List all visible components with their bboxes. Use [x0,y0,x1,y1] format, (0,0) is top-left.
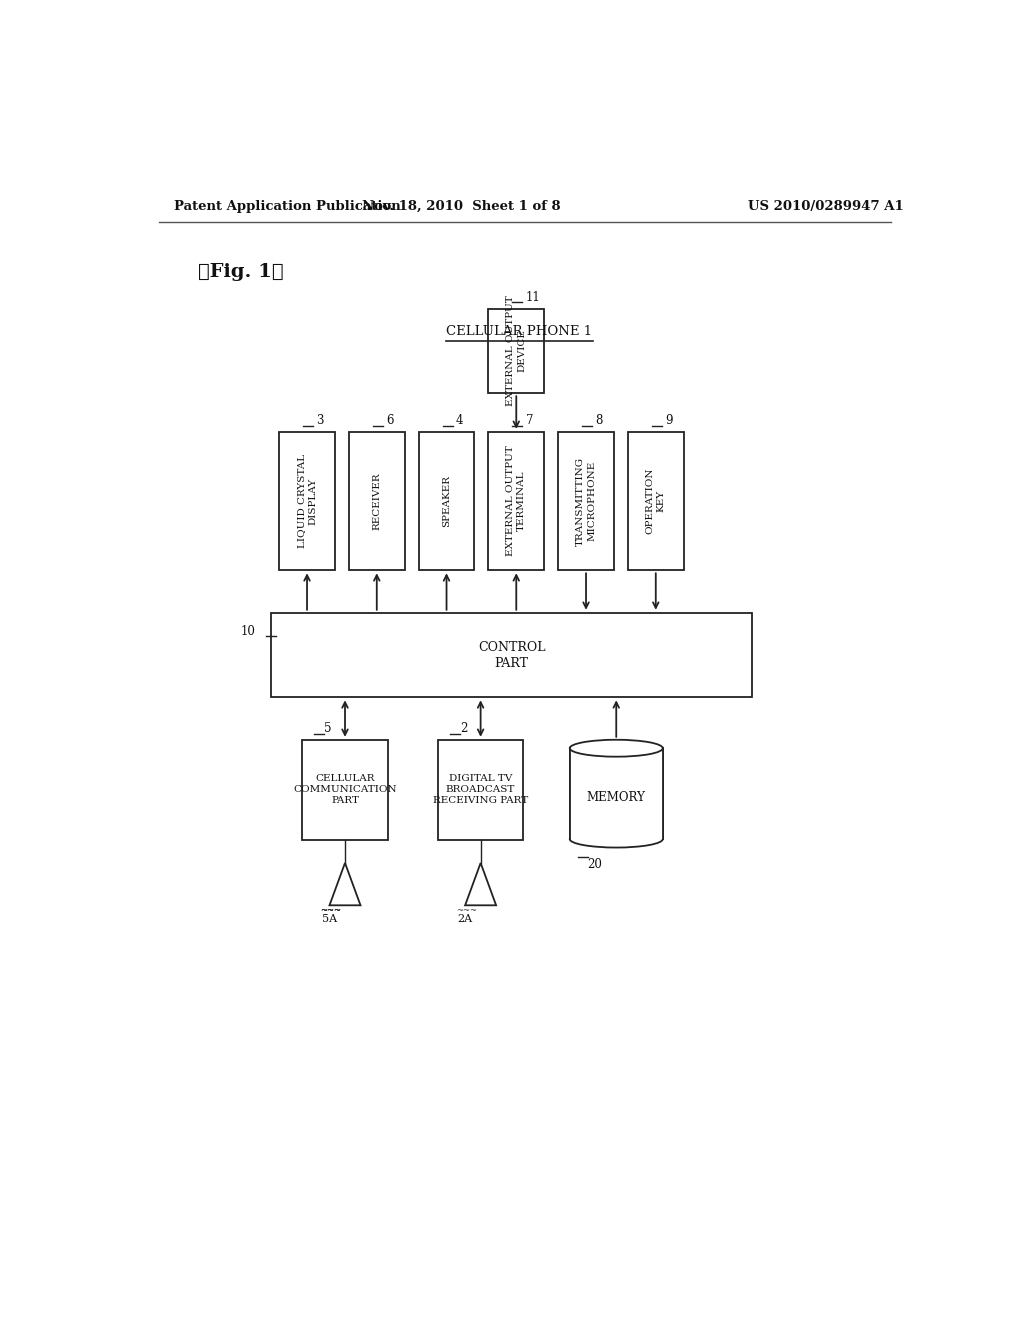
Bar [419,432,474,570]
Text: MEMORY: MEMORY [587,791,646,804]
Bar [349,432,404,570]
Text: 2: 2 [460,722,467,735]
Text: ~~~: ~~~ [321,907,341,916]
Text: CELLULAR
COMMUNICATION
PART: CELLULAR COMMUNICATION PART [293,775,397,805]
Text: ~~~: ~~~ [456,907,477,916]
Text: LIQUID CRYSTAL
DISPLAY: LIQUID CRYSTAL DISPLAY [297,454,317,548]
Text: EXTERNAL OUTPUT
TERMINAL: EXTERNAL OUTPUT TERMINAL [506,446,526,557]
Ellipse shape [569,830,663,847]
Text: 10: 10 [241,626,256,639]
Text: 9: 9 [665,413,673,426]
Text: OPERATION
KEY: OPERATION KEY [646,467,666,535]
Text: DIGITAL TV
BROADCAST
RECEIVING PART: DIGITAL TV BROADCAST RECEIVING PART [433,775,528,805]
Bar [438,739,523,840]
Bar [628,432,684,570]
Text: 5A: 5A [322,915,337,924]
Text: 7: 7 [525,413,534,426]
Ellipse shape [569,739,663,756]
Bar [488,309,544,393]
Text: 4: 4 [456,413,463,426]
Text: 11: 11 [525,290,541,304]
Text: 8: 8 [595,413,603,426]
Text: CELLULAR PHONE 1: CELLULAR PHONE 1 [445,325,592,338]
Text: US 2010/0289947 A1: US 2010/0289947 A1 [748,199,903,213]
Text: Nov. 18, 2010  Sheet 1 of 8: Nov. 18, 2010 Sheet 1 of 8 [361,199,560,213]
Bar [280,432,335,570]
Text: CONTROL
PART: CONTROL PART [478,640,546,669]
Bar [488,432,544,570]
Text: 3: 3 [316,413,324,426]
Text: 6: 6 [386,413,393,426]
Text: ~~~: ~~~ [321,907,341,916]
Text: ~~~: ~~~ [321,907,341,916]
Text: EXTERNAL OUTPUT
DEVICE: EXTERNAL OUTPUT DEVICE [506,296,526,407]
Bar [271,612,752,697]
Text: SPEAKER: SPEAKER [442,475,451,527]
Text: 2A: 2A [458,915,472,924]
Bar [302,739,388,840]
Text: 【Fig. 1】: 【Fig. 1】 [198,264,284,281]
Bar [569,748,663,840]
Text: Patent Application Publication: Patent Application Publication [174,199,401,213]
Text: 20: 20 [587,858,602,871]
Bar [558,432,614,570]
Text: 5: 5 [324,722,332,735]
Text: TRANSMITTING
MICROPHONE: TRANSMITTING MICROPHONE [575,457,596,545]
Bar [569,748,663,838]
Text: RECEIVER: RECEIVER [373,473,381,529]
